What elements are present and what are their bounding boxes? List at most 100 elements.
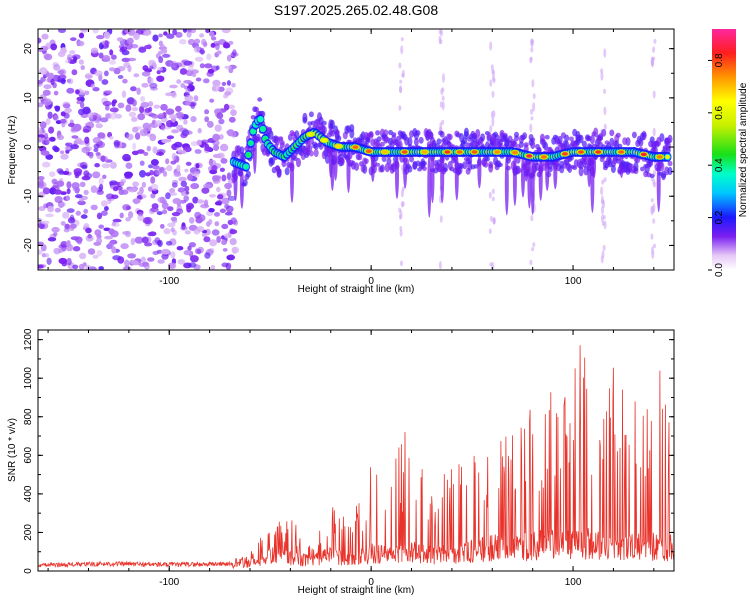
spectral-point [603,48,607,58]
spectral-point [65,149,70,154]
spectral-point [175,112,185,119]
spectral-point [652,90,656,99]
spectral-point [125,217,131,222]
spectral-point [399,229,403,237]
spectral-point [187,245,192,251]
spectral-point [157,239,163,247]
spectral-point [187,174,193,181]
spectral-point [258,117,263,122]
spectral-point [157,67,164,72]
spectral-point [149,82,158,89]
spectral-point [226,172,232,180]
spectral-point [127,98,135,105]
spectral-point [148,77,154,83]
spectral-point [214,124,222,132]
spectral-point [144,44,152,50]
spectral-point [484,155,490,162]
spectral-point [114,141,120,149]
spectral-point [603,88,607,95]
spectral-point [45,154,54,160]
spectral-point [150,159,159,166]
spectral-point [219,167,225,172]
spectral-point [473,164,479,169]
spectral-point [203,236,211,243]
spectral-point [488,163,494,173]
spectral-point [206,120,214,128]
spectral-point [145,172,151,177]
spectral-point [111,222,120,227]
spectral-point [187,38,195,46]
spectral-point [157,113,165,119]
spectral-point [82,262,87,267]
spectral-point [413,138,419,146]
spectral-point [292,156,298,162]
spectral-point [128,211,134,219]
spectral-point [148,231,157,237]
spectral-point [92,87,100,92]
spectral-point [143,151,149,156]
spectral-point [171,129,180,134]
spectral-point [488,191,492,199]
spectral-point [122,78,128,84]
spectral-point [43,84,52,90]
spectral-point [441,95,445,101]
spectral-point [489,125,493,133]
spectral-point [132,198,141,204]
spectral-point [84,136,90,144]
spectral-point [66,208,75,213]
x-tick-label: -100 [159,577,179,588]
spectral-point [38,102,44,108]
spectral-point [653,38,657,44]
spectral-point [439,39,443,44]
spectral-point [39,121,47,129]
spectral-point [40,45,49,52]
spectral-point [401,200,405,207]
colorbar-gradient [712,29,736,270]
spectral-point [609,129,615,137]
spectral-point [175,105,182,112]
spectral-point [151,114,159,119]
y-tick-label: 600 [23,447,34,464]
spectral-point [172,29,177,36]
spectral-point [491,117,495,127]
spectral-point [156,70,161,75]
spectral-point [160,223,165,229]
spectral-point [279,140,285,146]
spectral-point [59,150,65,154]
spectral-point [181,129,190,137]
spectral-point [140,101,150,108]
spectral-point [440,152,445,204]
spectral-point [57,134,64,141]
spectral-point [62,103,71,109]
spectral-point [399,225,403,232]
spectral-point [653,243,656,249]
spectral-point [530,46,534,53]
spectral-point [229,254,235,260]
spectral-point [161,138,169,144]
spectral-point [102,55,111,62]
spectral-point [475,129,481,139]
spectral-point [440,29,443,37]
spectral-point [170,160,177,165]
spectral-point [213,212,221,217]
spectral-point [221,223,229,230]
snr-panel: -100 0 100 0 200 400 600 800 1000 1200 Height of… [7,328,675,596]
x-tick-label: -100 [159,276,179,287]
spectral-point [532,93,536,100]
spectral-point [210,42,216,48]
spectral-point [526,154,533,158]
spectral-point [194,38,201,44]
spectral-point [47,205,54,213]
spectral-point [391,132,397,137]
spectral-point [81,175,91,181]
spectral-point [652,218,656,224]
spectral-point [102,174,107,179]
spectral-point [362,164,368,174]
spectral-point [530,215,534,222]
spectral-point [50,43,58,51]
spectral-point [441,87,445,93]
spectral-point [216,235,222,243]
spectral-point [379,141,385,147]
spectral-point [530,38,534,46]
spectral-point [600,71,604,81]
